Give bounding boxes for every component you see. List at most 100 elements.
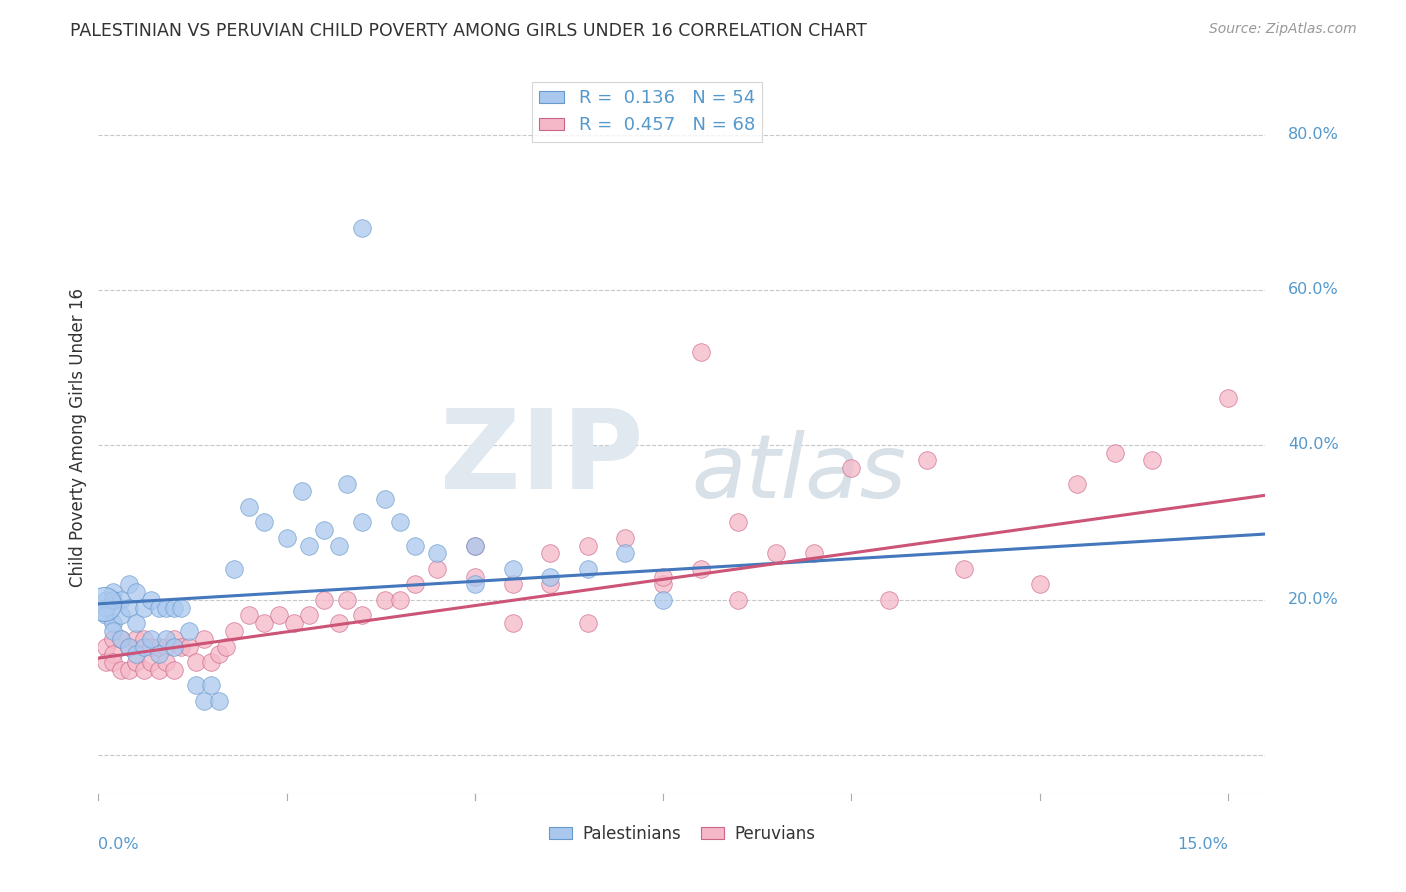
Point [155,600,177,615]
Point [148,600,170,615]
Point [170,600,193,615]
Point [269,608,291,623]
Point [464,577,486,591]
Point [94,600,117,615]
Text: 0.0%: 0.0% [98,837,139,852]
Text: atlas: atlas [692,430,905,516]
Point [502,616,524,631]
Point [373,492,395,507]
Point [139,655,162,669]
Point [148,640,170,654]
Point [652,593,675,607]
Point [117,640,139,654]
Point [117,640,139,654]
Point [177,640,200,654]
Point [103,585,125,599]
Point [170,640,193,654]
Point [328,616,350,631]
Point [253,616,276,631]
Point [652,570,675,584]
Point [110,663,132,677]
Point [727,516,749,530]
Point [803,546,825,560]
Point [576,539,599,553]
Point [94,655,117,669]
Point [464,570,486,584]
Point [350,220,373,235]
Point [132,600,155,615]
Point [155,640,177,654]
Point [614,531,637,545]
Point [336,593,359,607]
Point [163,632,186,646]
Point [125,585,148,599]
Point [276,531,298,545]
Point [336,476,359,491]
Text: 80.0%: 80.0% [1288,127,1339,142]
Point [148,647,170,661]
Point [163,640,186,654]
Point [689,562,711,576]
Point [538,570,561,584]
Point [163,663,186,677]
Point [1142,453,1164,467]
Point [177,624,200,638]
Point [103,624,125,638]
Point [727,593,749,607]
Point [110,608,132,623]
Point [614,546,637,560]
Point [148,663,170,677]
Point [502,562,524,576]
Point [877,593,900,607]
Point [283,616,305,631]
Point [298,539,321,553]
Point [314,523,336,537]
Legend: Palestinians, Peruvians: Palestinians, Peruvians [543,819,821,850]
Point [139,632,162,646]
Point [125,616,148,631]
Point [238,608,260,623]
Text: PALESTINIAN VS PERUVIAN CHILD POVERTY AMONG GIRLS UNDER 16 CORRELATION CHART: PALESTINIAN VS PERUVIAN CHILD POVERTY AM… [70,22,868,40]
Point [125,655,148,669]
Text: Source: ZipAtlas.com: Source: ZipAtlas.com [1209,22,1357,37]
Point [103,655,125,669]
Point [253,516,276,530]
Point [110,632,132,646]
Point [200,678,222,692]
Point [388,593,411,607]
Point [186,678,208,692]
Point [94,593,117,607]
Point [388,516,411,530]
Point [215,640,238,654]
Point [186,655,208,669]
Point [915,453,938,467]
Point [193,632,215,646]
Point [689,344,711,359]
Point [1028,577,1050,591]
Point [103,632,125,646]
Point [103,616,125,631]
Y-axis label: Child Poverty Among Girls Under 16: Child Poverty Among Girls Under 16 [69,287,87,587]
Point [139,593,162,607]
Point [117,577,139,591]
Point [839,461,862,475]
Point [155,655,177,669]
Point [404,577,426,591]
Point [208,647,231,661]
Point [155,632,177,646]
Point [576,616,599,631]
Point [117,663,139,677]
Point [132,632,155,646]
Point [93,597,115,611]
Point [538,546,561,560]
Point [222,624,245,638]
Point [103,593,125,607]
Point [94,640,117,654]
Text: 20.0%: 20.0% [1288,592,1339,607]
Point [576,562,599,576]
Point [163,600,186,615]
Text: 15.0%: 15.0% [1177,837,1227,852]
Point [193,694,215,708]
Text: 60.0%: 60.0% [1288,282,1339,297]
Point [426,546,449,560]
